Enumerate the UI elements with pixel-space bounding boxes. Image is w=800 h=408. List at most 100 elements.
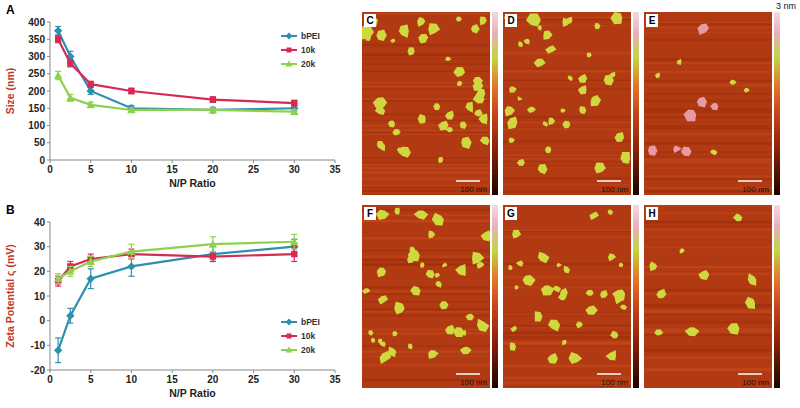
afm-particle	[378, 339, 383, 345]
afm-texture	[362, 88, 490, 89]
point	[54, 346, 62, 354]
color-bar	[774, 205, 780, 388]
afm-texture	[362, 221, 490, 222]
afm-particle	[684, 109, 697, 121]
x-tick	[131, 160, 132, 163]
x-tick-label: 30	[289, 164, 301, 175]
afm-particle	[394, 208, 399, 215]
afm-particle	[578, 85, 587, 94]
afm-particle	[418, 114, 426, 124]
y-tick-label: 50	[34, 137, 46, 148]
afm-particle	[697, 24, 709, 35]
legend-label: bPEI	[301, 317, 320, 327]
point	[87, 257, 95, 264]
afm-particle	[376, 30, 386, 41]
afm-particle	[673, 146, 682, 153]
afm-texture	[362, 311, 490, 313]
afm-image	[503, 205, 631, 388]
afm-texture	[644, 151, 772, 152]
y-tick	[47, 56, 50, 57]
afm-texture	[362, 329, 490, 331]
afm-particle	[620, 305, 627, 311]
y-tick-label: 300	[28, 51, 45, 62]
afm-texture	[644, 314, 772, 315]
afm-particle	[600, 290, 608, 298]
afm-particle	[610, 12, 622, 24]
afm-particle	[481, 230, 490, 241]
afm-texture	[503, 364, 631, 367]
afm-texture	[503, 227, 631, 230]
afm-texture	[503, 312, 631, 314]
y-tick	[47, 22, 50, 23]
afm-texture	[644, 93, 772, 95]
afm-texture	[362, 220, 490, 221]
afm-texture	[644, 369, 772, 371]
scale-bar	[597, 373, 621, 375]
afm-particle	[408, 47, 415, 55]
afm-particle	[418, 34, 428, 43]
y-tick-label: -10	[31, 340, 46, 351]
afm-particle	[610, 331, 618, 339]
afm-texture	[644, 58, 772, 61]
y-tick-label: 350	[28, 34, 45, 45]
afm-particle	[378, 295, 388, 304]
afm-particle	[392, 331, 397, 336]
point	[88, 81, 94, 87]
afm-texture	[362, 85, 490, 87]
point	[66, 312, 74, 320]
afm-texture	[362, 82, 490, 84]
point	[87, 101, 95, 108]
afm-particle	[541, 286, 554, 296]
afm-particle	[409, 246, 415, 253]
scale-bar	[738, 180, 762, 182]
x-tick	[172, 160, 173, 163]
afm-texture	[362, 162, 490, 163]
figure: A05010015020025030035040005101520253035N…	[0, 0, 800, 408]
panel-label: D	[507, 15, 514, 26]
afm-texture	[503, 237, 631, 238]
afm-texture	[503, 68, 631, 71]
y-tick-label: 200	[28, 86, 45, 97]
afm-texture	[644, 221, 772, 224]
legend-label: 10k	[301, 331, 315, 341]
afm-particle	[589, 211, 599, 220]
afm-image	[362, 12, 490, 195]
afm-particle	[455, 264, 466, 276]
afm-texture	[503, 70, 631, 72]
afm-texture	[644, 350, 772, 353]
afm-particle	[380, 351, 392, 364]
afm-texture	[503, 231, 631, 233]
afm-texture	[644, 128, 772, 130]
y-tick-label: 30	[34, 241, 46, 252]
afm-texture	[362, 63, 490, 65]
afm-texture	[644, 368, 772, 370]
plot-area	[54, 26, 299, 114]
point	[128, 88, 134, 94]
afm-texture	[644, 23, 772, 25]
series-line	[58, 254, 294, 281]
point	[54, 71, 62, 78]
scale-bar-label: 100 nm	[460, 378, 487, 387]
afm-particle	[615, 132, 625, 142]
afm-texture	[503, 52, 631, 55]
afm-particle	[733, 214, 742, 222]
point	[291, 100, 297, 106]
y-tick	[47, 320, 50, 321]
x-tick-label: 5	[88, 164, 94, 175]
afm-particle	[461, 330, 467, 336]
afm-particle	[564, 266, 571, 274]
legend-marker	[286, 33, 293, 40]
afm-texture	[362, 44, 490, 47]
x-tick-label: 25	[248, 374, 260, 385]
legend-label: 20k	[301, 345, 315, 355]
color-bar	[633, 205, 639, 388]
y-tick	[47, 73, 50, 74]
afm-particle	[517, 159, 525, 166]
afm-texture	[362, 345, 490, 346]
afm-texture	[362, 237, 490, 239]
afm-particle	[697, 97, 707, 108]
afm-texture	[362, 286, 490, 288]
afm-panel: 100 nmD	[503, 12, 639, 197]
afm-texture	[644, 356, 772, 359]
legend-marker	[286, 61, 293, 67]
